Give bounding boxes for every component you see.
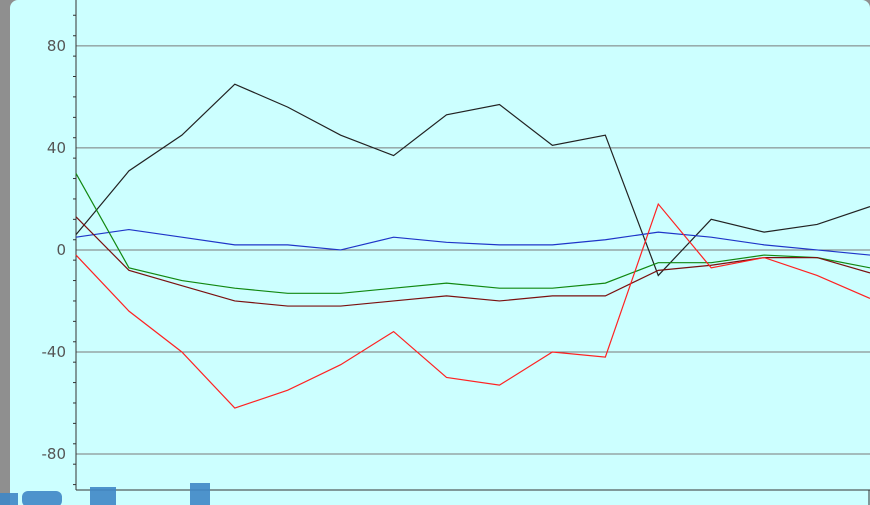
series-line-5 (75, 202, 870, 409)
watermark-logo (0, 483, 210, 505)
y-tick-label: -80 (42, 445, 67, 463)
axes (73, 0, 870, 505)
y-tick-label: 40 (47, 139, 66, 157)
grid-lines (76, 45, 870, 455)
series-line-2 (75, 228, 870, 256)
y-tick-label: 0 (56, 241, 66, 259)
line-chart: 80 40 0 -40 -80 (42, 0, 870, 505)
y-tick-labels: 80 40 0 -40 -80 (42, 37, 67, 463)
chart-panel: 80 40 0 -40 -80 (10, 0, 870, 505)
series-line-4 (75, 216, 870, 307)
series-line-3 (75, 173, 870, 294)
y-tick-label: 80 (47, 37, 66, 55)
series-lines (75, 83, 870, 409)
y-tick-label: -40 (42, 343, 67, 361)
series-line-1 (75, 83, 870, 277)
